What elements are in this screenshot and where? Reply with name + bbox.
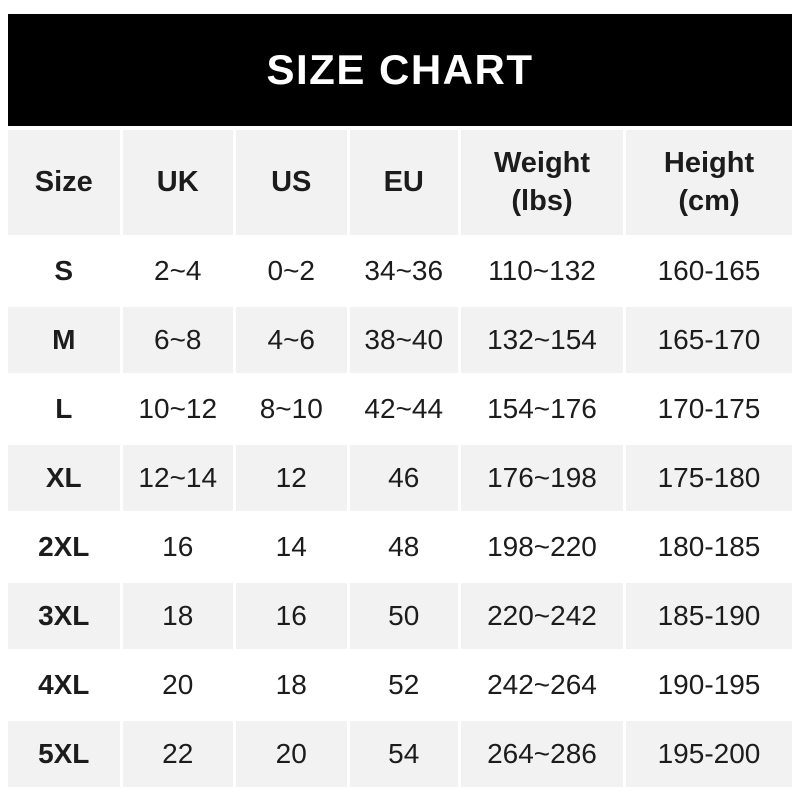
cell-2xl-uk: 16 (122, 514, 233, 580)
cell-xl-us: 12 (236, 445, 347, 511)
cell-s-uk: 2~4 (122, 238, 233, 304)
cell-m-us: 4~6 (236, 307, 347, 373)
cell-2xl-eu: 48 (349, 514, 458, 580)
cell-m-height-cm: 165-170 (626, 307, 792, 373)
cell-xl-weight-lbs: 176~198 (461, 445, 623, 511)
cell-2xl-height-cm: 180-185 (626, 514, 792, 580)
cell-xl-height-cm: 175-180 (626, 445, 792, 511)
size-chart-title: SIZE CHART (266, 46, 534, 93)
cell-5xl-us: 20 (236, 721, 347, 787)
cell-3xl-size: 3XL (8, 583, 120, 649)
cell-3xl-us: 16 (236, 583, 347, 649)
header-cell-uk: UK (122, 130, 233, 235)
cell-l-us: 8~10 (236, 376, 347, 442)
cell-s-weight-lbs: 110~132 (461, 238, 623, 304)
cell-5xl-height-cm: 195-200 (626, 721, 792, 787)
cell-m-weight-lbs: 132~154 (461, 307, 623, 373)
header-cell-size: Size (8, 130, 120, 235)
cell-xl-size: XL (8, 445, 120, 511)
cell-s-eu: 34~36 (349, 238, 458, 304)
header-cell-weight-lbs: Weight (lbs) (461, 130, 623, 235)
cell-5xl-size: 5XL (8, 721, 120, 787)
cell-3xl-eu: 50 (349, 583, 458, 649)
cell-l-uk: 10~12 (122, 376, 233, 442)
cell-4xl-size: 4XL (8, 652, 120, 718)
cell-3xl-uk: 18 (122, 583, 233, 649)
size-chart-banner: SIZE CHART (8, 14, 792, 126)
cell-s-size: S (8, 238, 120, 304)
cell-3xl-weight-lbs: 220~242 (461, 583, 623, 649)
cell-5xl-uk: 22 (122, 721, 233, 787)
cell-l-height-cm: 170-175 (626, 376, 792, 442)
cell-4xl-uk: 20 (122, 652, 233, 718)
cell-xl-uk: 12~14 (122, 445, 233, 511)
cell-l-weight-lbs: 154~176 (461, 376, 623, 442)
header-cell-height-cm: Height (cm) (626, 130, 792, 235)
cell-m-uk: 6~8 (122, 307, 233, 373)
cell-4xl-weight-lbs: 242~264 (461, 652, 623, 718)
cell-m-size: M (8, 307, 120, 373)
cell-l-eu: 42~44 (349, 376, 458, 442)
cell-s-us: 0~2 (236, 238, 347, 304)
header-cell-eu: EU (349, 130, 458, 235)
cell-4xl-us: 18 (236, 652, 347, 718)
cell-xl-eu: 46 (349, 445, 458, 511)
cell-4xl-eu: 52 (349, 652, 458, 718)
cell-5xl-eu: 54 (349, 721, 458, 787)
cell-2xl-us: 14 (236, 514, 347, 580)
cell-2xl-size: 2XL (8, 514, 120, 580)
cell-4xl-height-cm: 190-195 (626, 652, 792, 718)
header-cell-us: US (236, 130, 347, 235)
cell-5xl-weight-lbs: 264~286 (461, 721, 623, 787)
size-table: Size UK US EU Weight (lbs) Height (cm) S 2~4 0~2 34… (8, 130, 792, 787)
cell-2xl-weight-lbs: 198~220 (461, 514, 623, 580)
cell-l-size: L (8, 376, 120, 442)
cell-s-height-cm: 160-165 (626, 238, 792, 304)
cell-m-eu: 38~40 (349, 307, 458, 373)
cell-3xl-height-cm: 185-190 (626, 583, 792, 649)
